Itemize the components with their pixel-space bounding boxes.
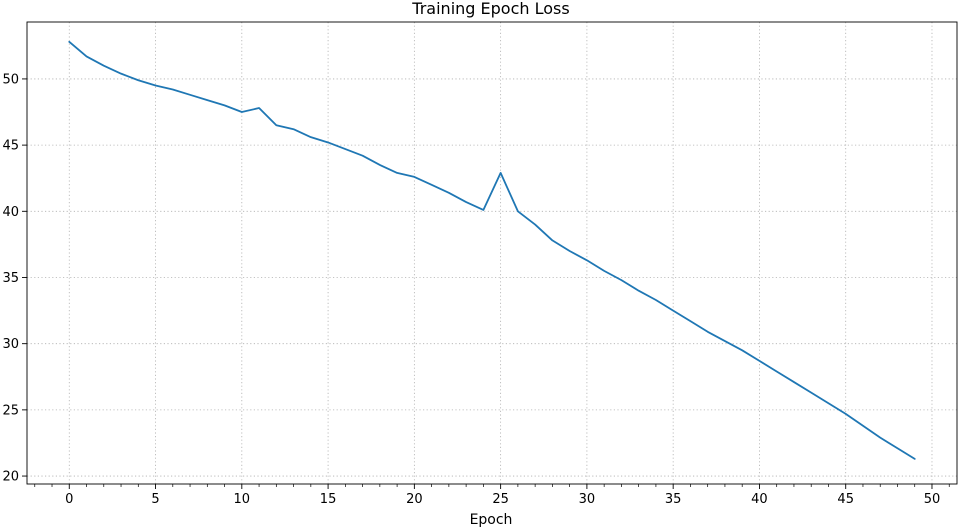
y-tick-label: 30 <box>2 337 19 352</box>
plot-area-frame <box>26 21 958 485</box>
x-tick-label: 40 <box>751 492 768 507</box>
y-tick-label: 45 <box>2 139 19 154</box>
chart-title: Training Epoch Loss <box>411 0 569 18</box>
x-tick-label: 25 <box>492 492 509 507</box>
y-tick-label: 40 <box>2 205 19 220</box>
y-axis: 20 25 30 35 40 45 50 <box>2 72 27 485</box>
x-axis-label: Epoch <box>470 512 513 527</box>
x-tick-label: 15 <box>320 492 337 507</box>
y-tick-label: 20 <box>2 470 19 485</box>
x-tick-label: 0 <box>65 492 73 507</box>
x-tick-label: 50 <box>924 492 941 507</box>
x-tick-label: 20 <box>406 492 423 507</box>
x-tick-label: 45 <box>837 492 854 507</box>
x-axis: 0 5 10 15 20 25 30 35 40 45 50 <box>34 484 950 507</box>
x-tick-label: 30 <box>579 492 596 507</box>
loss-series-line <box>68 40 916 460</box>
x-tick-label: 35 <box>665 492 682 507</box>
y-tick-label: 35 <box>2 271 19 286</box>
x-tick-label: 5 <box>151 492 159 507</box>
series-layer <box>68 40 916 460</box>
y-tick-label: 50 <box>2 72 19 87</box>
grid <box>27 22 957 484</box>
x-tick-label: 10 <box>234 492 251 507</box>
y-tick-label: 25 <box>2 403 19 418</box>
